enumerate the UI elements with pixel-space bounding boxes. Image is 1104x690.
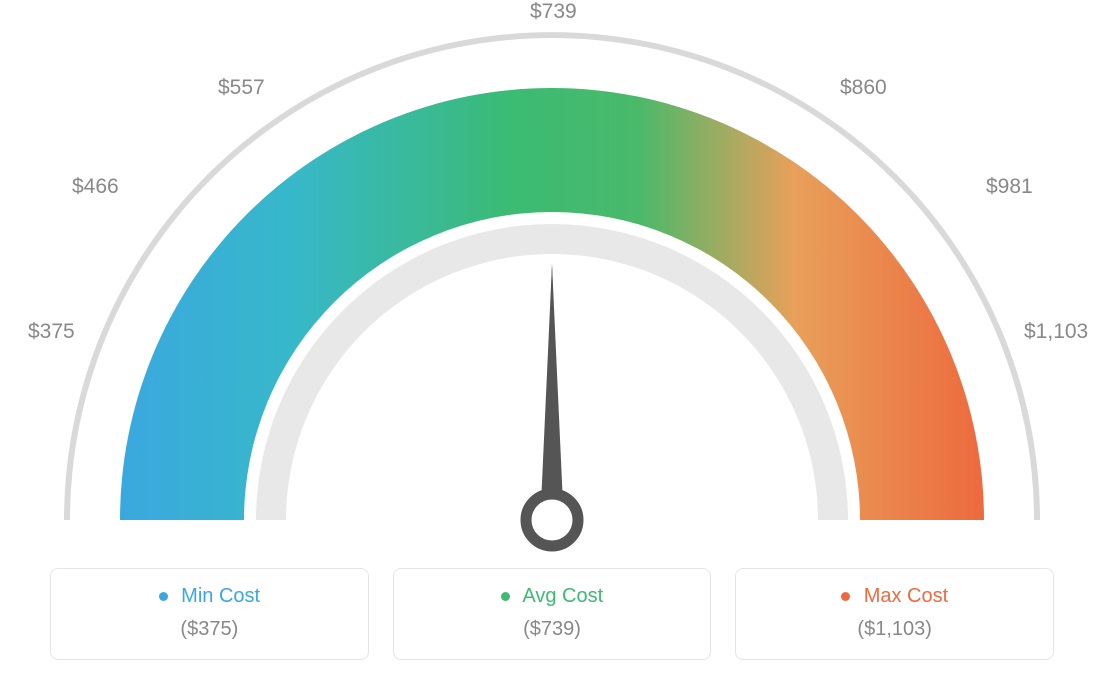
- gauge-tick-label: $466: [72, 175, 119, 199]
- legend-max: Max Cost ($1,103): [735, 568, 1054, 660]
- legend-avg-value: ($739): [414, 618, 691, 641]
- legend-max-value: ($1,103): [756, 618, 1033, 641]
- legend-row: Min Cost ($375) Avg Cost ($739) Max Cost…: [50, 568, 1054, 660]
- legend-min-value: ($375): [71, 618, 348, 641]
- legend-max-title: Max Cost: [756, 585, 1033, 608]
- legend-avg: Avg Cost ($739): [393, 568, 712, 660]
- gauge-chart: $375 $466 $557 $739 $860 $981 $1,103: [0, 0, 1104, 560]
- legend-avg-title: Avg Cost: [414, 585, 691, 608]
- gauge-tick-label: $375: [28, 320, 75, 344]
- legend-max-title-text: Max Cost: [864, 585, 948, 607]
- legend-min-title-text: Min Cost: [181, 585, 260, 607]
- gauge-tick-label: $981: [986, 175, 1033, 199]
- chart-container: $375 $466 $557 $739 $860 $981 $1,103 Min Cost …: [0, 0, 1104, 690]
- dot-icon: [159, 592, 168, 601]
- dot-icon: [841, 592, 850, 601]
- gauge-tick-label: $1,103: [1024, 320, 1088, 344]
- legend-min: Min Cost ($375): [50, 568, 369, 660]
- gauge-tick-label: $557: [218, 76, 265, 100]
- legend-min-title: Min Cost: [71, 585, 348, 608]
- legend-avg-title-text: Avg Cost: [522, 585, 603, 607]
- gauge-tick-label: $739: [530, 0, 577, 24]
- dot-icon: [501, 592, 510, 601]
- gauge-tick-label: $860: [840, 76, 887, 100]
- gauge-svg: [0, 0, 1104, 560]
